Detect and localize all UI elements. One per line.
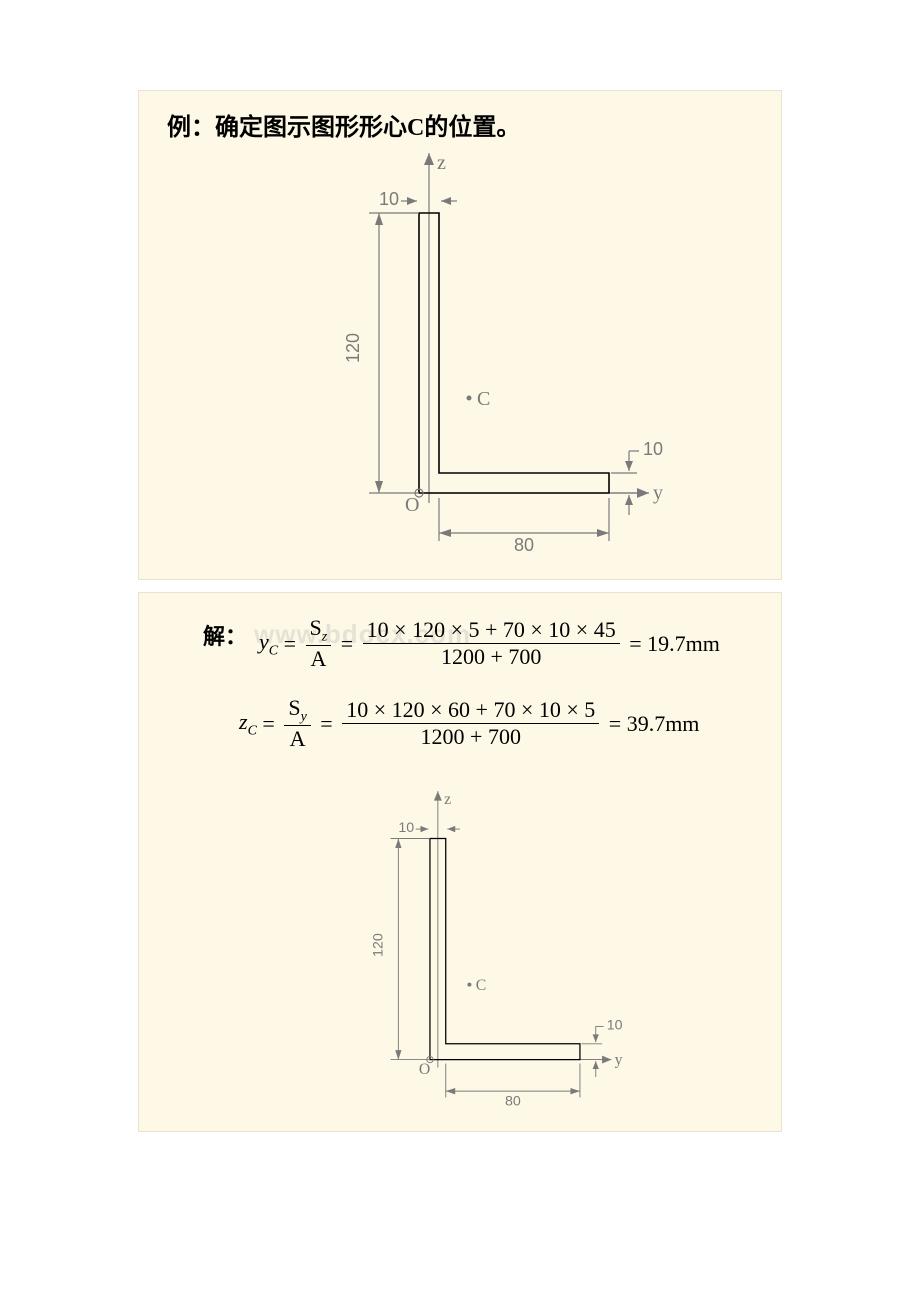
dim-top-10: 10 — [379, 189, 399, 209]
problem-title: 例：确定图示图形形心C的位置。 — [167, 107, 520, 142]
svg-text:O: O — [419, 1061, 430, 1078]
dim-bottom-80: 80 — [514, 535, 534, 555]
solution-label: 解： — [203, 619, 247, 651]
centroid-label: C — [477, 388, 490, 410]
svg-text:z: z — [444, 791, 451, 808]
figure-2: z y O C 10 120 80 — [351, 783, 651, 1123]
svg-text:80: 80 — [505, 1093, 521, 1109]
origin-label: O — [405, 494, 419, 516]
svg-text:y: y — [615, 1051, 623, 1068]
svg-text:10: 10 — [398, 820, 414, 836]
figure-1: z y O C 10 120 — [319, 153, 699, 563]
svg-text:C: C — [476, 977, 487, 994]
equation-zc: zC = Sy A = 10 × 120 × 60 + 70 × 10 × 5 … — [239, 695, 699, 752]
slide-problem: 例：确定图示图形形心C的位置。 z y O C 10 — [138, 90, 782, 580]
slide-solution: 解： www.bdocx.com yC = Sz A = 10 × 120 × … — [138, 592, 782, 1132]
dim-left-120: 120 — [343, 333, 363, 363]
axis-y-label: y — [653, 482, 663, 504]
axis-z-label: z — [437, 153, 446, 174]
dim-right-10: 10 — [643, 439, 663, 459]
equation-yc: yC = Sz A = 10 × 120 × 5 + 70 × 10 × 45 … — [259, 615, 720, 672]
svg-text:10: 10 — [607, 1018, 623, 1034]
svg-text:120: 120 — [371, 933, 387, 957]
